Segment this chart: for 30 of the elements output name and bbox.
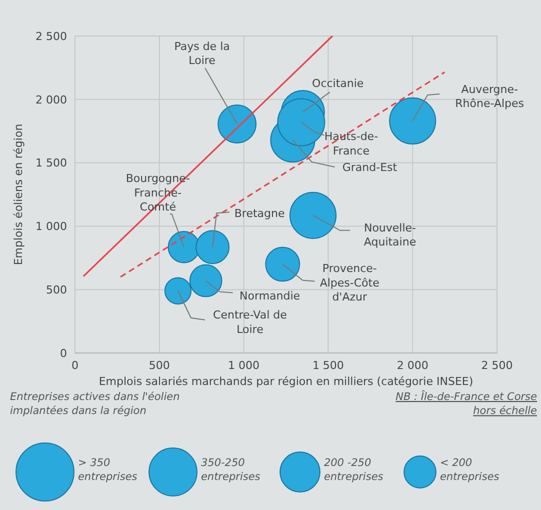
- x-tick-label: 2 500: [481, 359, 513, 372]
- series-label: Occitanie: [312, 76, 364, 90]
- series-label: Bretagne: [234, 206, 285, 220]
- y-tick-label: 2 500: [36, 30, 67, 43]
- legend-label: 350-250 entreprises: [200, 457, 261, 484]
- legend-title: Entreprises actives dans l'éolien implantées dans la région: [10, 391, 180, 418]
- series-label: Provence-Alpes-Côte d'Azur: [320, 262, 380, 304]
- series-label: Normandie: [240, 290, 300, 303]
- text: Pays de la Loire: [174, 40, 230, 68]
- x-tick-label: 500: [148, 359, 170, 372]
- y-tick-label: 1 500: [36, 156, 67, 170]
- x-tick-label: 0: [72, 359, 78, 372]
- text: Centre-Val de Loire: [213, 308, 288, 336]
- series-label: Auvergne-Rhône-Alpes: [455, 82, 524, 110]
- y-tick-label: 1 000: [36, 220, 67, 234]
- legend-label: 200 -250 entreprises: [324, 457, 384, 484]
- x-tick-label: 1 500: [312, 359, 344, 372]
- x-axis-title: Emplois salariés marchands par région en milliers (catégorie INSEE): [98, 375, 474, 388]
- y-tick-label: 2 000: [36, 93, 67, 106]
- x-tick-label: 2 000: [396, 359, 428, 372]
- y-axis-title: Emplois éoliens en région: [12, 124, 25, 266]
- y-tick-label: 500: [46, 283, 67, 296]
- text: Grand-Est: [342, 160, 398, 174]
- x-tick-label: 1 000: [228, 359, 260, 372]
- text: NB : Île-de-France et Corse hors échelle: [396, 390, 537, 418]
- text: Nouvelle-Aquitaine: [364, 221, 416, 249]
- legend-label: > 350 entreprises: [78, 457, 138, 484]
- legend-label: < 200 entreprises: [440, 457, 500, 484]
- series-label: Hauts-de-France: [324, 130, 378, 158]
- y-tick-label: 0: [60, 346, 67, 360]
